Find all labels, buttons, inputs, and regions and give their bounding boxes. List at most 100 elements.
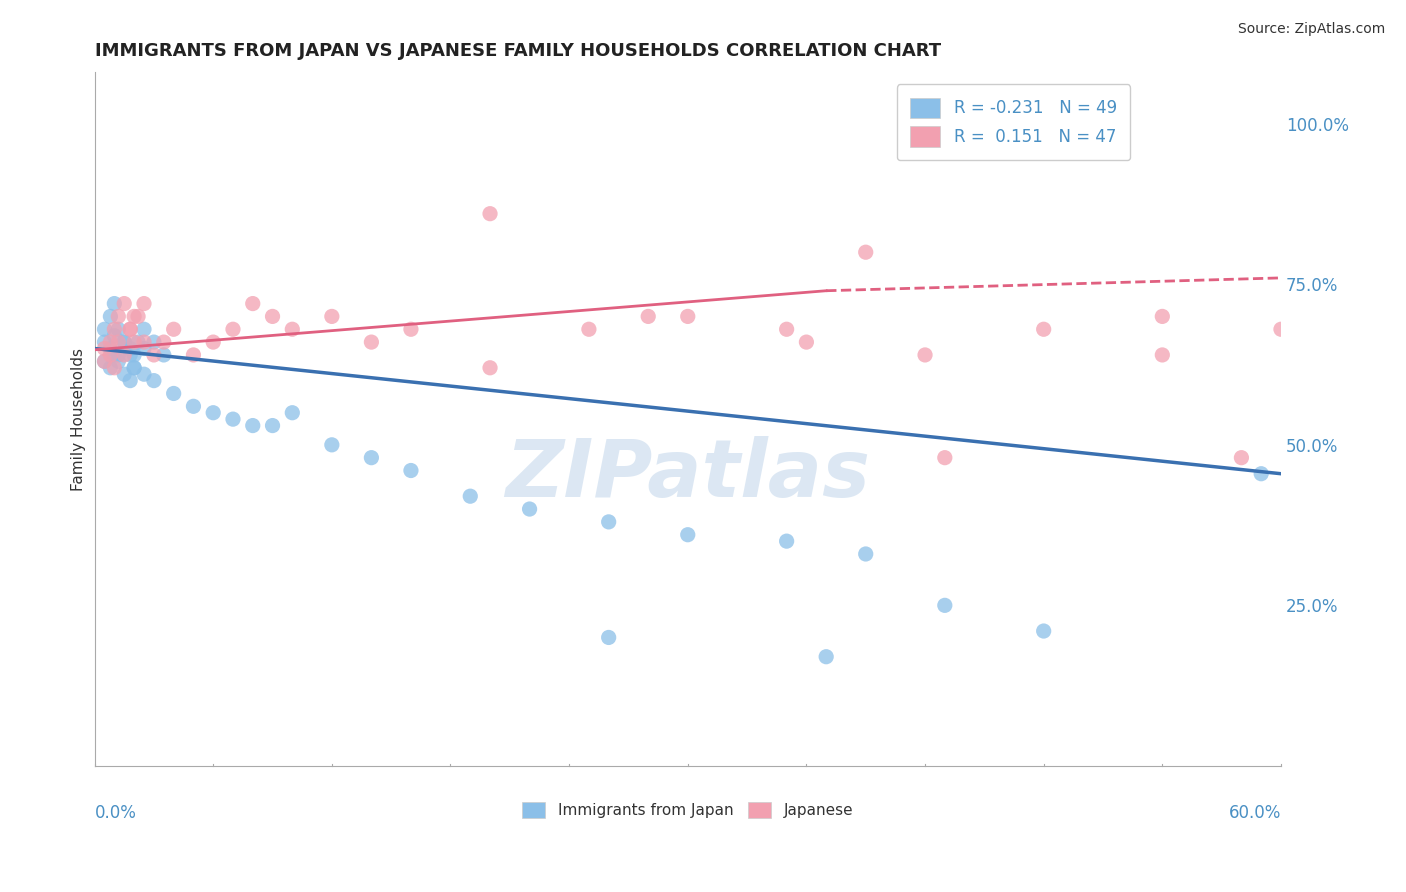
Point <box>1270 322 1292 336</box>
Point <box>1032 322 1054 336</box>
Point <box>360 335 382 350</box>
Text: IMMIGRANTS FROM JAPAN VS JAPANESE FAMILY HOUSEHOLDS CORRELATION CHART: IMMIGRANTS FROM JAPAN VS JAPANESE FAMILY… <box>94 42 941 60</box>
Point <box>103 328 125 343</box>
Point <box>122 348 145 362</box>
Point <box>93 342 115 356</box>
Point <box>519 502 541 516</box>
Point <box>112 348 135 362</box>
Text: Source: ZipAtlas.com: Source: ZipAtlas.com <box>1237 22 1385 37</box>
Point <box>120 348 142 362</box>
Point <box>132 335 155 350</box>
Text: 0.0%: 0.0% <box>94 804 136 822</box>
Point <box>598 515 620 529</box>
Point <box>100 360 122 375</box>
Point <box>458 489 481 503</box>
Point <box>399 463 422 477</box>
Point <box>360 450 382 465</box>
Point <box>1152 310 1174 324</box>
Point <box>122 360 145 375</box>
Point <box>676 310 699 324</box>
Point <box>103 348 125 362</box>
Point <box>142 374 165 388</box>
Point <box>120 322 142 336</box>
Point <box>598 631 620 645</box>
Point <box>93 354 115 368</box>
Point <box>321 310 343 324</box>
Point <box>107 322 129 336</box>
Point <box>112 296 135 310</box>
Point <box>1250 467 1272 481</box>
Point <box>914 348 936 362</box>
Point <box>202 335 225 350</box>
Point <box>242 296 264 310</box>
Point <box>262 418 284 433</box>
Point <box>163 386 186 401</box>
Point <box>578 322 600 336</box>
Point <box>122 310 145 324</box>
Point <box>281 406 304 420</box>
Point <box>127 335 149 350</box>
Point <box>262 310 284 324</box>
Point <box>132 296 155 310</box>
Point <box>855 547 877 561</box>
Point <box>103 322 125 336</box>
Point <box>127 310 149 324</box>
Point <box>93 322 115 336</box>
Point <box>107 310 129 324</box>
Point <box>107 354 129 368</box>
Point <box>399 322 422 336</box>
Point <box>775 322 797 336</box>
Point <box>637 310 659 324</box>
Point <box>222 412 245 426</box>
Point <box>1348 335 1371 350</box>
Point <box>815 649 838 664</box>
Point <box>112 368 135 382</box>
Point <box>934 450 956 465</box>
Point <box>152 348 174 362</box>
Point <box>1152 348 1174 362</box>
Point <box>112 335 135 350</box>
Point <box>120 374 142 388</box>
Point <box>934 599 956 613</box>
Point <box>103 296 125 310</box>
Point <box>107 335 129 350</box>
Point <box>152 335 174 350</box>
Point <box>183 400 205 414</box>
Point <box>120 322 142 336</box>
Text: 60.0%: 60.0% <box>1229 804 1281 822</box>
Point <box>103 360 125 375</box>
Point <box>100 335 122 350</box>
Point <box>93 354 115 368</box>
Point <box>122 360 145 375</box>
Point <box>132 322 155 336</box>
Point <box>242 418 264 433</box>
Text: ZIPatlas: ZIPatlas <box>505 435 870 514</box>
Point <box>202 406 225 420</box>
Point <box>132 368 155 382</box>
Point <box>100 342 122 356</box>
Point <box>100 310 122 324</box>
Point <box>107 348 129 362</box>
Y-axis label: Family Households: Family Households <box>72 348 86 491</box>
Point <box>796 335 818 350</box>
Point <box>112 335 135 350</box>
Point <box>321 438 343 452</box>
Point <box>855 245 877 260</box>
Point <box>93 335 115 350</box>
Point <box>222 322 245 336</box>
Point <box>1032 624 1054 638</box>
Point <box>183 348 205 362</box>
Point <box>281 322 304 336</box>
Legend: Immigrants from Japan, Japanese: Immigrants from Japan, Japanese <box>516 796 859 824</box>
Point <box>163 322 186 336</box>
Point <box>479 360 502 375</box>
Point <box>142 335 165 350</box>
Point <box>479 207 502 221</box>
Point <box>120 342 142 356</box>
Point <box>122 335 145 350</box>
Point <box>100 348 122 362</box>
Point <box>142 348 165 362</box>
Point <box>132 342 155 356</box>
Point <box>676 527 699 541</box>
Point <box>1230 450 1253 465</box>
